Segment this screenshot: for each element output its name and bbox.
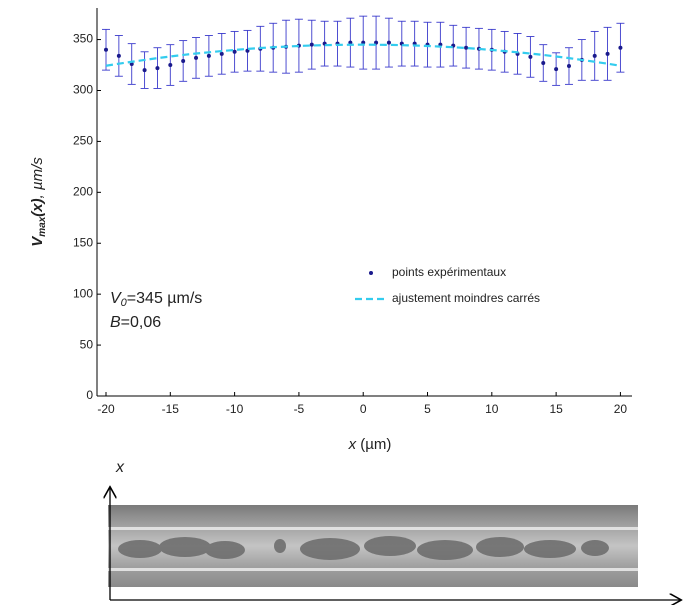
- y-label-var: V: [29, 235, 46, 247]
- data-point: [528, 54, 533, 59]
- y-tick-label: 300: [73, 83, 93, 97]
- data-point: [592, 53, 597, 58]
- data-point: [566, 64, 571, 69]
- data-point: [142, 68, 147, 73]
- y-tick-label: 50: [80, 337, 94, 351]
- x-tick-label: 10: [485, 402, 499, 416]
- data-point: [554, 67, 559, 72]
- data-point: [309, 42, 314, 47]
- x-label-var: x: [348, 436, 357, 453]
- y-tick-label: 200: [73, 184, 93, 198]
- data-point: [181, 58, 186, 63]
- y-tick-label: 350: [73, 32, 93, 46]
- fit-line: [105, 43, 621, 67]
- data-point: [618, 45, 623, 50]
- annotation-rest: =0,06: [121, 314, 162, 331]
- data-point: [219, 51, 224, 56]
- data-point: [168, 63, 173, 68]
- x-tick-label: -20: [97, 402, 115, 416]
- y-tick-label: 150: [73, 235, 93, 249]
- data-point: [194, 55, 199, 60]
- data-point: [386, 40, 391, 45]
- x-label-unit: (µm): [356, 436, 391, 453]
- x-tick-label: 15: [549, 402, 563, 416]
- y-tick-label: 250: [73, 134, 93, 148]
- y-tick-label: 100: [73, 286, 93, 300]
- legend-label: ajustement moindres carrés: [392, 291, 540, 305]
- y-label-sub: max: [37, 216, 48, 236]
- legend-swatch: [369, 271, 373, 275]
- y-tick-label: 0: [86, 388, 93, 402]
- image-axis-label: x: [115, 459, 125, 476]
- data-point: [348, 40, 353, 45]
- data-point: [605, 51, 610, 56]
- x-tick-label: -5: [294, 402, 305, 416]
- y-axis-label: Vmax(x), µm/s: [29, 157, 48, 247]
- x-tick-label: 20: [614, 402, 628, 416]
- x-tick-label: 5: [424, 402, 431, 416]
- annotation-var: B: [110, 314, 121, 331]
- data-point: [155, 66, 160, 71]
- annotation-var: V: [110, 290, 122, 307]
- annotation-rest: =345 µm/s: [127, 290, 202, 307]
- data-point: [541, 60, 546, 65]
- data-point: [374, 40, 379, 45]
- x-axis-label: x (µm): [348, 436, 392, 453]
- legend-label: points expérimentaux: [392, 265, 506, 279]
- x-tick-label: -15: [162, 402, 180, 416]
- data-point: [232, 49, 237, 54]
- annotation-sub: 0: [121, 297, 128, 309]
- x-tick-label: -10: [226, 402, 244, 416]
- annotation: B=0,06: [110, 314, 161, 331]
- data-point: [464, 45, 469, 50]
- x-tick-label: 0: [360, 402, 367, 416]
- y-label-arg: (x): [29, 198, 46, 216]
- data-point: [116, 53, 121, 58]
- micrograph: x: [108, 459, 680, 600]
- data-point: [104, 47, 109, 52]
- y-label-unit: , µm/s: [29, 157, 46, 199]
- data-point: [206, 53, 211, 58]
- annotation: V0=345 µm/s: [110, 290, 202, 309]
